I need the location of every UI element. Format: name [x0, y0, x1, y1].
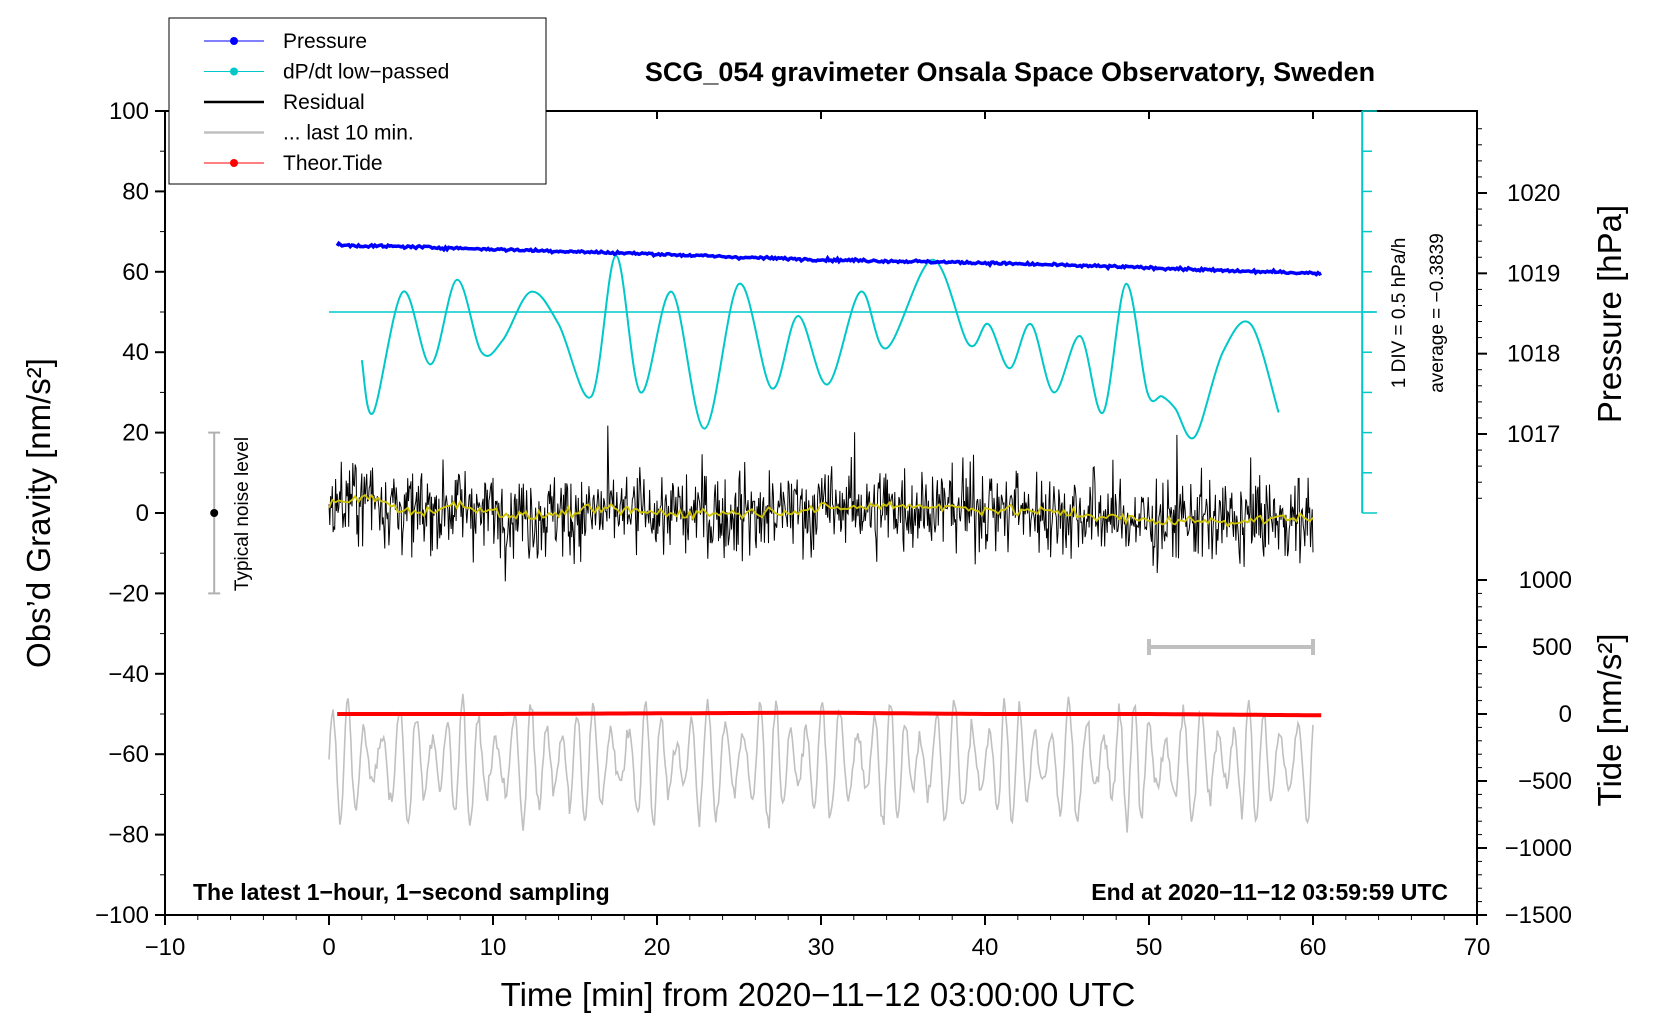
tide-series-line [337, 710, 1322, 718]
x-tick-label: 50 [1136, 934, 1163, 961]
tide-tick-label: −1500 [1505, 902, 1572, 929]
residual-series-line [328, 425, 1314, 582]
pressure-tick-label: 1018 [1507, 341, 1560, 368]
x-tick-label: 70 [1464, 934, 1491, 961]
legend-label: Pressure [283, 30, 367, 53]
legend-swatch-marker [230, 159, 238, 167]
series [208, 110, 1377, 833]
y-axis-title-pressure: Pressure [hPa] [1591, 205, 1628, 423]
legend-swatch-marker [230, 37, 238, 45]
dpdt-scale-label: 1 DIV = 0.5 hPa/h [1389, 238, 1410, 389]
legend-label: Residual [283, 91, 365, 114]
residual-smoothed-line [328, 493, 1314, 528]
legend-entry: Residual [204, 91, 365, 114]
legend-entry: ... last 10 min. [204, 122, 414, 145]
y-tick-label: 60 [122, 259, 149, 286]
y-tick-label: −100 [95, 902, 149, 929]
y-tick-label: 20 [122, 420, 149, 447]
legend-label: ... last 10 min. [283, 122, 414, 145]
legend: Pressure dP/dt low−passed Residual ... last… [168, 17, 547, 185]
y-tick-label: 80 [122, 178, 149, 205]
tide-tick-label: −1000 [1505, 835, 1572, 862]
x-tick-label: 20 [644, 934, 671, 961]
noise-bar-center [210, 509, 219, 517]
pressure-series-line [335, 240, 1322, 277]
y-tick-label: −60 [108, 741, 149, 768]
legend-swatch-marker [230, 67, 238, 76]
footer-left-note: The latest 1−hour, 1−second sampling [193, 879, 610, 905]
legend-entry: Theor.Tide [204, 152, 383, 175]
pressure-tick-label: 1019 [1507, 260, 1560, 287]
noise-level-label: Typical noise level [232, 437, 253, 591]
y-tick-label: 0 [136, 500, 149, 527]
dpdt-series-line [360, 254, 1280, 440]
tide-tick-label: 1000 [1519, 567, 1572, 594]
x-tick-label: −10 [145, 934, 186, 961]
axes: −10 0 10 20 30 40 50 60 70−100−80−60−40−20020406… [95, 98, 1572, 961]
y-tick-label: 40 [122, 339, 149, 366]
y-tick-label: −80 [108, 822, 149, 849]
x-tick-label: 10 [480, 934, 507, 961]
y-axis-title-tide: Tide [nm/s²] [1591, 634, 1628, 807]
x-tick-label: 0 [322, 934, 335, 961]
footer-right-note: End at 2020−11−12 03:59:59 UTC [1091, 879, 1448, 905]
pressure-tick-label: 1020 [1507, 180, 1560, 207]
y-axis-title-left: Obs’d Gravity [nm/s²] [20, 358, 57, 668]
dpdt-average-label: average = −0.3839 [1427, 233, 1448, 393]
last10-series-line [328, 693, 1314, 833]
legend-entry: dP/dt low−passed [204, 61, 449, 84]
chart-title: SCG_054 gravimeter Onsala Space Observat… [645, 57, 1375, 87]
legend-label: Theor.Tide [283, 152, 383, 175]
y-tick-label: −40 [108, 661, 149, 688]
legend-label: dP/dt low−passed [283, 61, 449, 84]
x-axis-title: Time [min] from 2020−11−12 03:00:00 UTC [501, 976, 1136, 1013]
tide-tick-label: 500 [1532, 634, 1572, 661]
x-tick-label: 40 [972, 934, 999, 961]
y-tick-label: −20 [108, 580, 149, 607]
tide-tick-label: 0 [1559, 701, 1572, 728]
legend-entry: Pressure [204, 30, 367, 53]
x-tick-label: 30 [808, 934, 835, 961]
tide-tick-label: −500 [1518, 768, 1572, 795]
pressure-tick-label: 1017 [1507, 421, 1560, 448]
x-tick-label: 60 [1300, 934, 1327, 961]
y-tick-label: 100 [109, 98, 149, 125]
